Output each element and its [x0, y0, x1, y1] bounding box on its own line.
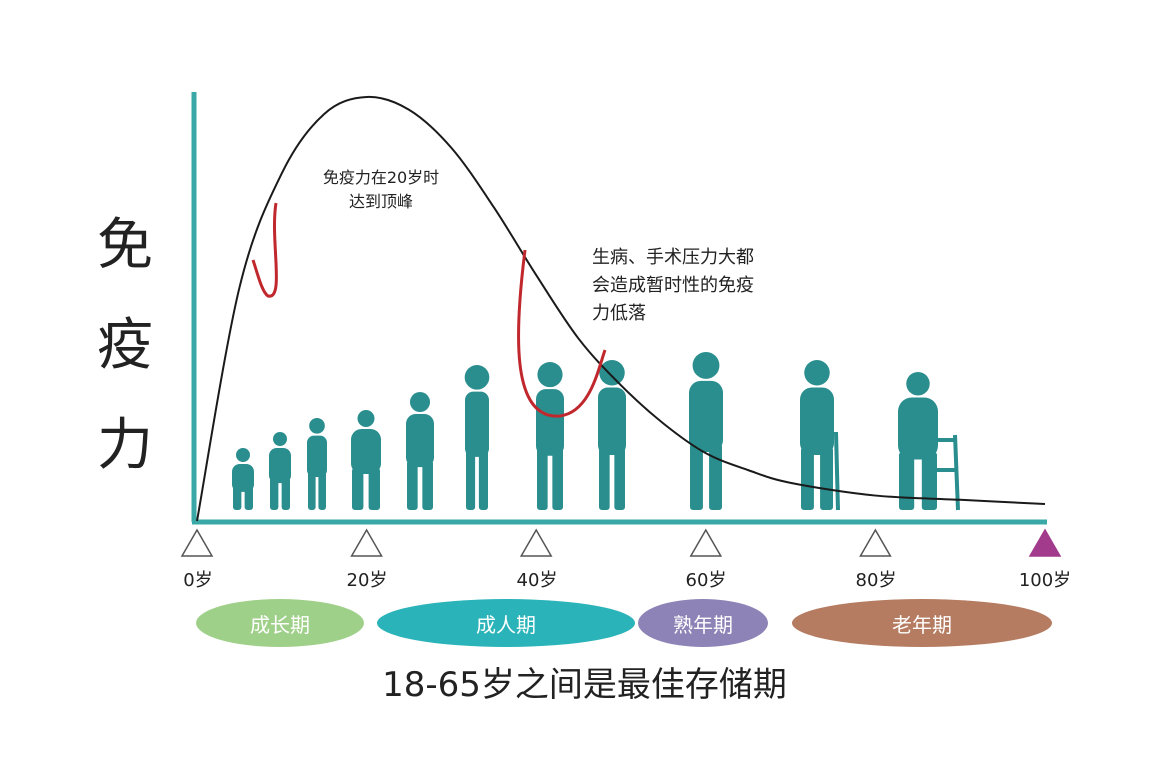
walker-frame	[926, 434, 960, 511]
annotation-illness-line-1: 生病、手术压力大都	[592, 247, 754, 268]
silhouette-body	[406, 414, 434, 468]
tick-marker-0	[180, 528, 214, 557]
silhouette-leg	[281, 477, 290, 510]
silhouette-leg	[244, 483, 253, 510]
curve-layer	[196, 95, 1046, 522]
silhouette-body	[351, 429, 381, 474]
tick-label-40: 40岁	[516, 570, 558, 591]
age-silhouettes	[232, 352, 960, 511]
immunity-curve	[196, 95, 1046, 522]
silhouette-leg	[599, 447, 610, 510]
annotation-illness: 生病、手术压力大都 会造成暂时性的免疫 力低落	[592, 244, 754, 328]
silhouette-head	[357, 410, 375, 427]
silhouette-head	[804, 360, 830, 386]
annotation-peak-line-2: 达到顶峰	[348, 192, 413, 211]
dip-markers	[251, 202, 607, 418]
silhouette-leg	[690, 443, 703, 510]
person-silhouette-1	[232, 448, 254, 510]
silhouette-leg	[308, 471, 316, 510]
tick-markers	[180, 528, 1062, 557]
silhouette-leg	[466, 449, 476, 510]
stage-mature: 熟年期	[638, 599, 768, 647]
stage-growth: 成长期	[196, 599, 364, 647]
tick-marker-20	[350, 528, 383, 557]
silhouette-head	[236, 448, 250, 462]
silhouette-body	[536, 389, 564, 456]
footer-note: 18-65岁之间是最佳存储期	[382, 665, 787, 705]
walker-leg	[953, 434, 960, 511]
tick-marker-80	[859, 528, 892, 557]
silhouette-head	[537, 362, 563, 388]
stage-adult: 成人期	[377, 599, 635, 647]
silhouette-body	[800, 387, 834, 455]
silhouette-head	[409, 392, 431, 413]
silhouette-leg	[318, 471, 326, 510]
silhouette-body	[269, 448, 291, 484]
silhouette-head	[273, 432, 287, 446]
person-silhouette-2	[269, 432, 291, 510]
tick-marker-40	[519, 528, 553, 557]
silhouette-leg	[614, 447, 625, 510]
silhouette-head	[464, 365, 490, 390]
tick-label-20: 20岁	[346, 570, 388, 591]
person-silhouette-9	[689, 352, 723, 510]
dip-marker-childhood	[251, 202, 278, 298]
silhouette-leg	[368, 468, 380, 510]
ylabel-char-3: 力	[97, 413, 153, 478]
silhouette-leg	[820, 447, 833, 510]
silhouette-leg	[537, 447, 548, 510]
ylabel-char-2: 疫	[97, 313, 153, 378]
walker-leg	[926, 434, 932, 511]
annotation-illness-line-2: 会造成暂时性的免疫	[592, 275, 754, 296]
silhouette-body	[307, 435, 327, 478]
axes	[191, 92, 1047, 525]
silhouette-leg	[422, 460, 433, 510]
silhouette-leg	[233, 483, 242, 510]
person-silhouette-5	[406, 392, 434, 510]
walking-cane	[834, 431, 840, 511]
tick-label-0: 0岁	[183, 570, 213, 591]
silhouette-leg	[552, 447, 563, 510]
silhouette-leg	[407, 460, 418, 510]
tick-label-60: 60岁	[685, 570, 727, 591]
tick-label-80: 80岁	[855, 570, 897, 591]
silhouette-body	[898, 397, 938, 460]
silhouette-head	[906, 372, 930, 396]
silhouette-leg	[899, 452, 915, 510]
silhouette-leg	[270, 477, 279, 510]
ylabel-char-1: 免	[97, 213, 153, 278]
person-silhouette-7	[536, 362, 564, 510]
dip-marker-illness	[517, 249, 607, 418]
person-silhouette-4	[351, 410, 381, 510]
silhouette-head	[599, 360, 625, 386]
annotation-peak: 免疫力在20岁时 达到顶峰	[306, 166, 456, 214]
silhouette-body	[598, 387, 626, 455]
person-silhouette-10	[800, 360, 834, 510]
tick-label-100: 100岁	[1018, 570, 1072, 591]
tick-marker-100	[1028, 528, 1062, 557]
person-silhouette-8	[598, 360, 626, 510]
person-silhouette-6	[464, 365, 490, 510]
annotation-peak-line-1: 免疫力在20岁时	[322, 168, 440, 187]
silhouette-leg	[801, 447, 814, 510]
person-silhouette-3	[307, 418, 327, 510]
silhouette-head	[309, 418, 325, 434]
annotation-illness-line-3: 力低落	[592, 303, 646, 324]
silhouette-body	[465, 391, 489, 457]
silhouette-leg	[709, 443, 722, 510]
silhouette-head	[692, 352, 720, 379]
silhouette-leg	[478, 449, 488, 510]
silhouette-leg	[352, 468, 364, 510]
stage-old: 老年期	[792, 599, 1052, 647]
silhouette-body	[689, 380, 723, 452]
tick-marker-60	[689, 528, 723, 557]
